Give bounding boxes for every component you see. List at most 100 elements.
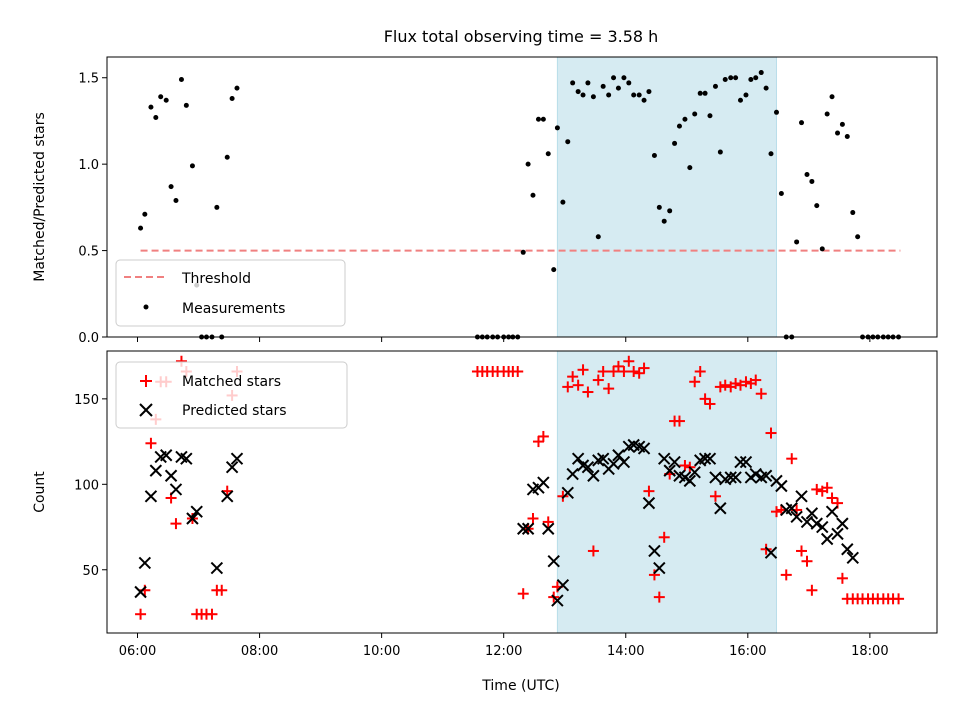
matched-star-point <box>170 518 182 530</box>
predicted-star-point <box>180 452 193 465</box>
predicted-star-point <box>764 546 778 559</box>
measurement-point <box>702 90 708 96</box>
matched-star-point <box>562 381 574 393</box>
matched-star-point <box>653 591 665 603</box>
matched-star-point <box>537 430 549 442</box>
predicted-star-point <box>547 555 560 568</box>
measurement-point <box>844 134 850 140</box>
matched-star-point <box>527 512 539 524</box>
x-tick-label: 06:00 <box>119 644 156 659</box>
measurement-point <box>753 75 759 81</box>
matched-star-point <box>694 366 706 378</box>
matched-star-point <box>780 569 792 581</box>
legend-predicted-swatch <box>139 403 153 417</box>
predicted-star-point <box>581 461 595 474</box>
predicted-star-point <box>739 455 753 469</box>
matched-star-point <box>206 608 218 620</box>
measurement-point <box>189 163 195 169</box>
matched-star-point <box>740 376 752 388</box>
measurement-point <box>676 123 682 129</box>
matched-star-point <box>542 516 554 528</box>
ratio-x-ticks <box>137 337 871 342</box>
matched-star-point <box>801 555 813 567</box>
measurement-point <box>824 111 830 117</box>
measurement-point <box>570 80 576 86</box>
measurement-point <box>595 234 601 240</box>
count-legend: Matched stars Predicted stars <box>115 361 348 429</box>
predicted-star-point <box>785 502 798 515</box>
count-panel: 50 100 150 06:00 08:00 10:00 12:00 14:00 16:00 1… <box>32 350 938 694</box>
predicted-star-point <box>542 522 555 535</box>
matched-star-point <box>893 593 905 605</box>
predicted-star-point <box>688 466 701 479</box>
predicted-star-point <box>805 507 819 520</box>
y-tick-label: 150 <box>74 393 99 408</box>
matched-star-point <box>679 460 691 472</box>
measurement-point <box>835 130 841 136</box>
y-tick-label: 0.5 <box>78 245 99 260</box>
predicted-star-point <box>709 471 722 484</box>
measurement-point <box>600 83 606 89</box>
measurement-point <box>667 208 673 214</box>
measurement-point <box>763 85 769 91</box>
predicted-stars-points <box>134 438 859 607</box>
predicted-star-point <box>637 442 651 455</box>
predicted-star-point <box>561 486 574 500</box>
predicted-star-point <box>831 527 844 541</box>
measurement-point <box>234 85 240 91</box>
matched-star-point <box>770 506 782 518</box>
measurement-point <box>178 76 184 82</box>
matched-star-point <box>618 366 630 378</box>
matched-star-point <box>755 388 767 400</box>
predicted-star-point <box>825 505 839 518</box>
predicted-star-point <box>521 522 535 535</box>
measurement-point <box>615 85 621 91</box>
measurement-point <box>712 83 718 89</box>
matched-star-point <box>512 366 524 378</box>
x-axis-label: Time (UTC) <box>481 678 559 694</box>
measurement-point <box>540 116 546 122</box>
count-x-ticks: 06:00 08:00 10:00 12:00 14:00 16:00 18:00 <box>119 633 889 659</box>
matched-star-point <box>806 584 818 596</box>
count-y-ticks: 50 100 150 <box>74 393 107 579</box>
measurement-point <box>560 199 566 205</box>
observing-window-span-bottom <box>556 350 777 634</box>
legend-matched-label: Matched stars <box>182 374 281 390</box>
predicted-star-point <box>734 455 747 469</box>
matched-star-point <box>517 588 529 600</box>
measurement-point <box>575 89 581 95</box>
predicted-star-point <box>795 490 808 503</box>
measurement-point <box>733 75 739 81</box>
matched-star-point <box>719 379 731 391</box>
predicted-star-point <box>663 464 676 477</box>
predicted-star-point <box>587 469 600 482</box>
predicted-star-point <box>800 515 814 529</box>
matched-star-point <box>811 483 823 495</box>
ratio-legend-box <box>115 259 346 327</box>
matched-star-point <box>643 485 655 497</box>
measurement-point <box>773 109 779 115</box>
predicted-star-point <box>841 543 854 556</box>
count-panel-frame <box>106 350 938 634</box>
x-tick-label: 14:00 <box>607 644 644 659</box>
measurement-point <box>778 191 784 197</box>
measurement-point <box>672 140 678 146</box>
predicted-star-point <box>642 496 656 510</box>
measurement-point <box>636 92 642 98</box>
matched-star-point <box>786 453 798 465</box>
predicted-star-point <box>617 455 631 469</box>
matched-star-point <box>826 492 838 504</box>
predicted-star-point <box>566 467 579 481</box>
measurement-point <box>794 239 800 245</box>
measurement-point <box>545 151 551 157</box>
matched-star-point <box>582 386 594 398</box>
matched-star-point <box>577 364 589 376</box>
matched-star-point <box>796 545 808 557</box>
predicted-star-point <box>607 457 620 471</box>
x-tick-label: 12:00 <box>485 644 522 659</box>
measurement-point <box>173 197 179 203</box>
matched-star-point <box>587 545 599 557</box>
predicted-star-point <box>724 471 737 484</box>
measurement-point <box>809 178 815 184</box>
matched-star-point <box>730 377 742 389</box>
